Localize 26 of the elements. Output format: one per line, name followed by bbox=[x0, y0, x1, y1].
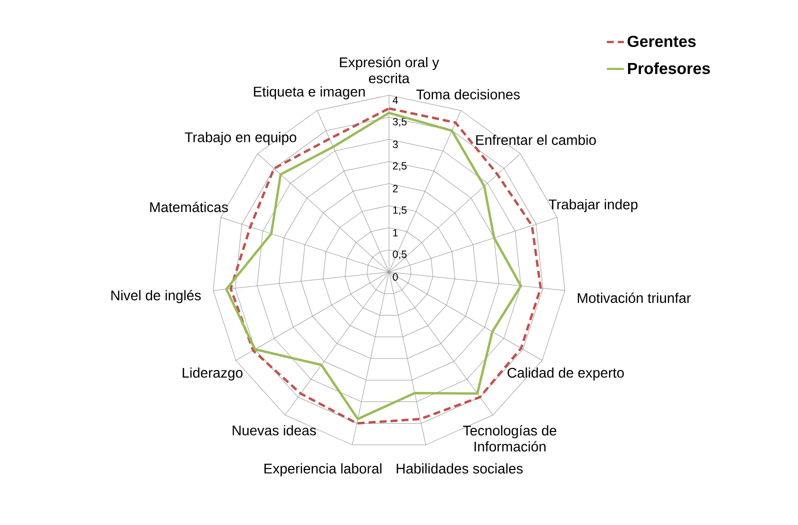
spoke-label: Trabajar indep bbox=[548, 199, 638, 212]
y-tick-label: 4 bbox=[392, 96, 398, 104]
spoke-label: Matemáticas bbox=[150, 202, 228, 212]
y-tick-label: 1 bbox=[393, 229, 398, 236]
spoke-label: Habilidades sociales bbox=[396, 463, 523, 474]
spoke-label: Tecnologías de Información bbox=[463, 425, 556, 452]
spoke-label: Liderazgo bbox=[182, 367, 242, 381]
y-tick-label: 0 bbox=[392, 273, 398, 281]
spoke-label: Trabajo en equipo bbox=[184, 132, 296, 145]
legend-label: Profesores bbox=[628, 62, 710, 74]
spoke-label: Calidad de experto bbox=[508, 367, 624, 381]
y-tick-label: 1,5 bbox=[393, 206, 407, 215]
y-tick-label: 3 bbox=[392, 140, 398, 148]
spoke-label: Enfrentar el cambio bbox=[476, 134, 596, 145]
spoke-label: Toma decisiones bbox=[416, 89, 520, 100]
spoke-label: Expresión oral y escrita bbox=[340, 56, 440, 84]
spoke-label: Experiencia laboral bbox=[264, 463, 382, 476]
spoke-label: Etiqueta e imagen bbox=[254, 86, 365, 100]
y-tick-label: 2 bbox=[392, 184, 398, 192]
spoke-label: Motivación triunfar bbox=[578, 292, 691, 303]
legend-label: Gerentes bbox=[628, 36, 696, 48]
y-tick-label: 3,5 bbox=[392, 118, 407, 127]
spoke-label: Nuevas ideas bbox=[232, 425, 316, 436]
spoke-label: Nivel de inglés bbox=[111, 290, 201, 304]
y-tick-label: 0,5 bbox=[392, 250, 407, 260]
y-tick-label: 2,5 bbox=[392, 162, 407, 171]
